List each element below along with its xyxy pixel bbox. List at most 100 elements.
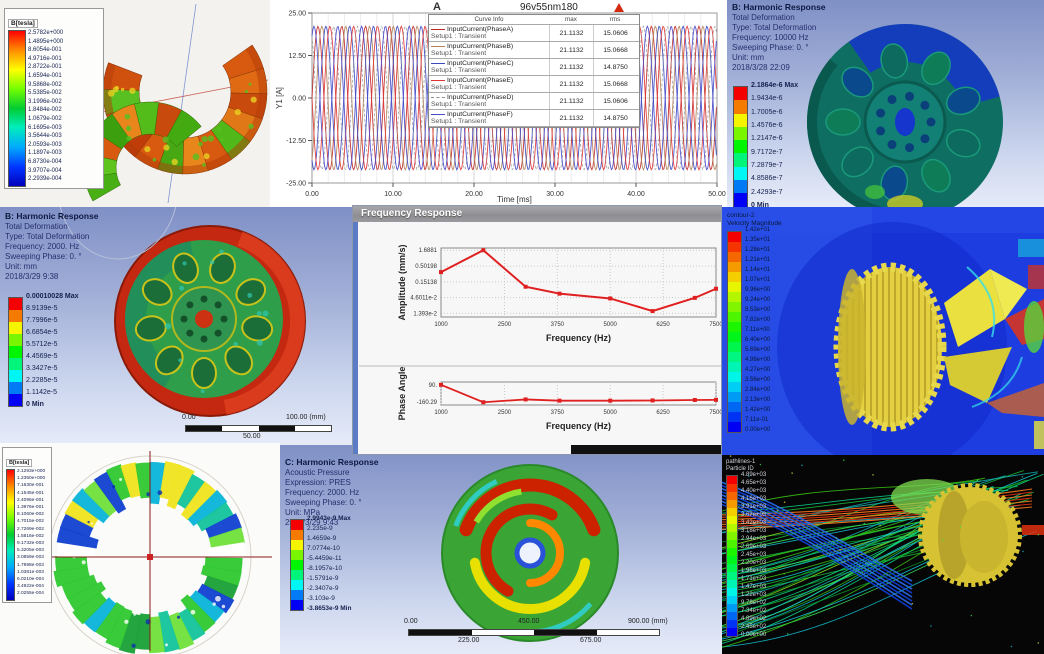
legend-value: 3.4922e-004 <box>17 584 44 590</box>
legend-title: B[tesla] <box>6 459 33 467</box>
legend-value: 4.40e+03 <box>741 488 767 495</box>
legend-value: 4.89e+03 <box>741 472 767 479</box>
legend-value: 1.0381e-003 <box>17 569 44 575</box>
legend-value: 1.2350e+000 <box>17 476 46 482</box>
cfd-flow-field <box>722 207 1044 455</box>
legend-value: 8.53e+00 <box>745 307 771 314</box>
legend-value: 7.7996e-5 <box>26 317 58 325</box>
alert-icon[interactable] <box>614 3 624 12</box>
legend-color-bar <box>8 297 23 407</box>
info-line: Type: Total Deformation <box>5 231 90 241</box>
legend-title: B[tesla] <box>8 19 38 28</box>
svg-text:90.: 90. <box>429 383 438 389</box>
legend-value: 1.7005e-6 <box>751 108 783 116</box>
svg-text:Amplitude (mm/s): Amplitude (mm/s) <box>397 244 407 320</box>
svg-text:2500: 2500 <box>498 322 512 328</box>
legend-value: 3.0859e-003 <box>17 555 44 561</box>
window-title-bar[interactable]: Frequency Response <box>353 206 721 222</box>
table-header: Curve Info max rms <box>429 15 639 25</box>
legend-value: 3.67e+03 <box>741 512 767 519</box>
table-row: InputCurrent(PhaseC) Setup1 : Transient 21… <box>429 59 639 76</box>
flywheel-deformation-model <box>59 207 306 417</box>
info-line: B: Harmonic Response <box>5 211 99 221</box>
legend-value: 2.7269e-002 <box>17 526 44 532</box>
legend-value: 6.8730e-004 <box>28 159 62 165</box>
streamlines-plot <box>722 455 1044 648</box>
info-line: Total Deformation <box>5 221 68 231</box>
svg-text:1000: 1000 <box>434 322 448 328</box>
svg-text:7500: 7500 <box>709 322 722 328</box>
panel-maxwell-field-top: B[tesla] 2.5782e+000 1.4895e+000 8.6054e-0… <box>0 0 270 207</box>
result-info-text: B: Harmonic Response Total Deformation Typ… <box>732 2 826 73</box>
panel-maxwell-rotor-field: B[tesla] 2.1293e+000 1.2350e+000 7.1630e-0… <box>0 443 280 654</box>
svg-text:40.00: 40.00 <box>627 191 645 198</box>
frequency-response-window: Frequency Response 1.6881 0.50198 0.15138 4… <box>352 205 722 455</box>
legend-value: 4.7015e-002 <box>17 519 44 525</box>
info-line: Sweeping Phase: 0. ° <box>285 497 362 507</box>
svg-text:3750: 3750 <box>551 322 565 328</box>
svg-text:2500: 2500 <box>498 410 512 416</box>
info-line: C: Harmonic Response <box>285 457 379 467</box>
legend-value: 2.45e+03 <box>741 552 767 559</box>
plot-title: 96v55nm180 <box>520 2 578 13</box>
legend-value: 1.21e+01 <box>745 257 771 264</box>
legend-value: 1.8484e-002 <box>28 107 62 114</box>
legend-value: 1.4895e+000 <box>28 38 64 45</box>
scale-label-min: 0.00 <box>182 414 196 421</box>
table-row: InputCurrent(PhaseB) Setup1 : Transient 21… <box>429 42 639 59</box>
svg-text:1.393e-2: 1.393e-2 <box>413 311 437 317</box>
legend-value: 1.4659e-9 <box>307 535 337 543</box>
legend-value: 1.71e+03 <box>741 576 767 583</box>
legend-color-bar <box>6 469 15 601</box>
legend-value: -1.5791e-9 <box>307 575 339 583</box>
info-line: 2018/3/28 22:09 <box>732 62 790 72</box>
svg-text:1000: 1000 <box>434 410 448 416</box>
table-row: InputCurrent(PhaseD) Setup1 : Transient 21… <box>429 93 639 110</box>
svg-text:4.6011e-2: 4.6011e-2 <box>410 296 437 302</box>
legend-value: 8.6054e-001 <box>28 47 62 54</box>
legend-value: 1.22e+03 <box>741 592 767 599</box>
legend-value: 3.42e+03 <box>741 520 767 527</box>
svg-text:6250: 6250 <box>656 410 670 416</box>
legend-value: 7.11e-01 <box>745 417 769 424</box>
scale-label: 225.00 <box>458 637 480 644</box>
legend-value: -3.8653e-9 Min <box>307 605 352 613</box>
legend-value: 9.5868e-002 <box>28 81 62 88</box>
info-line: Unit: mm <box>732 52 764 62</box>
legend-value: 3.91e+03 <box>741 504 767 511</box>
svg-text:-25.00: -25.00 <box>286 181 306 188</box>
legend-value: 2.45e+02 <box>741 624 767 631</box>
legend-value: 6.6854e-5 <box>26 329 58 337</box>
legend-title-line: Particle ID <box>726 466 754 473</box>
legend-value: -3.103e-9 <box>307 595 335 603</box>
acoustic-disc-model <box>441 464 619 642</box>
info-line: Sweeping Phase: 0. ° <box>5 251 82 261</box>
legend-title-line: Velocity Magnitude <box>727 219 782 227</box>
legend-value: 1.1142e-5 <box>26 389 58 397</box>
legend-value: 7.11e+00 <box>745 327 770 334</box>
legend-value: -5.4459e-11 <box>307 555 342 563</box>
panel-harmonic-response-2000hz: B: Harmonic Response Total Deformation Typ… <box>0 207 352 445</box>
legend-value: 2.69e+03 <box>741 544 767 551</box>
svg-text:20.00: 20.00 <box>465 191 483 198</box>
legend-value: 9.7172e-7 <box>751 148 783 156</box>
legend-value: 1.14e+01 <box>745 267 771 274</box>
rotor-field-plot <box>38 451 272 654</box>
svg-text:Frequency (Hz): Frequency (Hz) <box>546 333 611 343</box>
svg-text:Phase Angle: Phase Angle <box>397 367 407 421</box>
info-line: Frequency: 10000 Hz <box>732 32 809 42</box>
legend-value: 2.2285e-5 <box>26 377 58 385</box>
legend-value: 2.8722e-001 <box>28 64 62 71</box>
table-row: InputCurrent(PhaseF) Setup1 : Transient 21… <box>429 110 639 127</box>
particle-id-legend: pathlines-1 Particle ID 4.89e+03 4.65e+03… <box>726 459 766 638</box>
svg-text:30.00: 30.00 <box>546 191 564 198</box>
legend-value: 2.1864e-6 Max <box>751 82 799 90</box>
legend-value: 1.3976e-001 <box>17 505 44 510</box>
info-line: Total Deformation <box>732 12 795 22</box>
legend-value: 2.2939e-004 <box>28 176 62 183</box>
legend-value: 1.42e+00 <box>745 407 771 414</box>
svg-text:Y1 [A]: Y1 [A] <box>275 87 284 109</box>
svg-text:3750: 3750 <box>551 410 565 416</box>
legend-b-tesla-top: B[tesla] 2.5782e+000 1.4895e+000 8.6054e-0… <box>4 8 104 189</box>
legend-value: 8.9139e-5 <box>26 305 58 313</box>
